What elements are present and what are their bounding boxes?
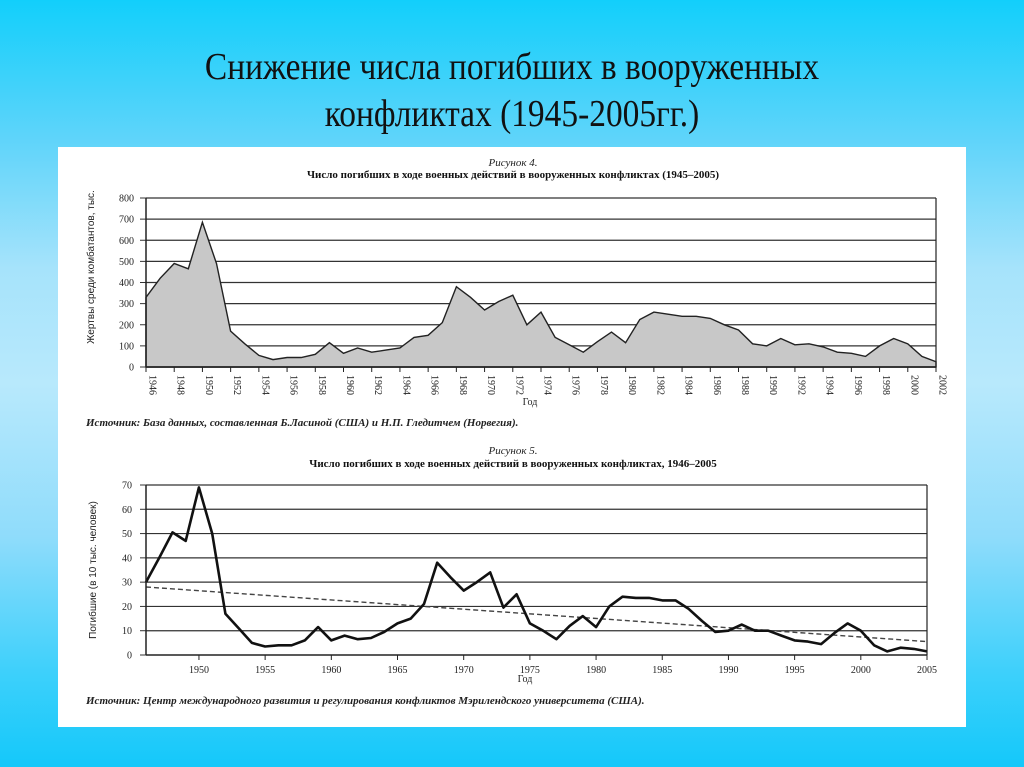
charts-panel: Рисунок 4. Число погибших в ходе военных…: [58, 147, 966, 727]
x-tick-label: 1990: [767, 375, 778, 395]
x-tick-label: 1956: [288, 375, 299, 395]
x-tick-label: 1984: [683, 375, 694, 395]
x-tick-label: 1946: [147, 375, 158, 395]
figure-5-y-axis-label: Погибшие (в 10 тыс. человек): [87, 501, 99, 639]
y-tick-label: 0: [127, 651, 132, 662]
x-tick-label: 1970: [485, 375, 496, 395]
y-tick-label: 40: [122, 553, 132, 564]
x-tick-label: 1998: [880, 375, 891, 395]
x-tick-label: 1975: [520, 665, 540, 676]
x-tick-label: 1950: [203, 375, 214, 395]
x-tick-label: 1972: [513, 375, 524, 395]
x-tick-label: 1954: [259, 375, 270, 395]
figure-5-gridlines: 0 10 20 30 40 50 60 70: [122, 481, 927, 662]
figure-5-source: Источник: Центр международного развития …: [85, 695, 645, 707]
x-tick-label: 1966: [429, 375, 440, 395]
x-tick-label: 1958: [316, 375, 327, 395]
x-tick-label: 2002: [937, 375, 948, 395]
x-tick-label: 2000: [851, 665, 871, 676]
x-tick-label: 1950: [189, 665, 209, 676]
x-tick-label: 2005: [917, 665, 937, 676]
x-tick-label: 1980: [626, 375, 637, 395]
x-tick-label: 1976: [570, 375, 581, 395]
figure-4-y-axis-label: Жертвы среди комбатантов, тыс.: [85, 190, 97, 344]
y-tick-label: 500: [119, 257, 134, 268]
y-tick-label: 700: [119, 215, 134, 226]
x-tick-label: 1982: [654, 375, 665, 395]
y-tick-label: 100: [119, 341, 134, 352]
charts-svg: Рисунок 4. Число погибших в ходе военных…: [85, 157, 948, 707]
x-tick-label: 1952: [231, 375, 242, 395]
slide-title: Снижение числа погибших в вооруженных ко…: [61, 44, 962, 138]
x-tick-label: 1986: [711, 375, 722, 395]
x-tick-label: 1985: [652, 665, 672, 676]
y-tick-label: 300: [119, 299, 134, 310]
figure-5-x-axis-label: Год: [518, 674, 533, 685]
x-tick-label: 1978: [598, 375, 609, 395]
y-tick-label: 600: [119, 236, 134, 247]
x-tick-label: 1980: [586, 665, 606, 676]
x-tick-label: 1965: [388, 665, 408, 676]
y-tick-label: 400: [119, 278, 134, 289]
x-tick-label: 1995: [785, 665, 805, 676]
x-tick-label: 1970: [454, 665, 474, 676]
y-tick-label: 800: [119, 194, 134, 205]
figure-4-caption: Рисунок 4.: [487, 157, 537, 169]
x-tick-label: 1960: [321, 665, 341, 676]
y-tick-label: 0: [129, 363, 134, 374]
figure-5: Рисунок 5. Число погибших в ходе военных…: [85, 445, 937, 707]
y-tick-label: 30: [122, 578, 132, 589]
figure-4-axes: 1946 1948 1950 1952 1954 1956 1958 1960 1962 1964…: [145, 198, 948, 395]
figure-5-line: [144, 486, 928, 653]
x-tick-label: 1974: [542, 375, 553, 395]
y-tick-label: 200: [119, 320, 134, 331]
x-tick-label: 1960: [344, 375, 355, 395]
y-tick-label: 60: [122, 505, 132, 516]
y-tick-label: 70: [122, 481, 132, 492]
figure-4-x-axis-label: Год: [523, 397, 538, 408]
x-tick-label: 1992: [795, 375, 806, 395]
x-tick-label: 1996: [852, 375, 863, 395]
x-tick-label: 1948: [175, 375, 186, 395]
slide-title-line-1: Снижение числа погибших в вооруженных: [204, 46, 820, 88]
y-tick-label: 50: [122, 529, 132, 540]
x-tick-label: 1994: [824, 375, 835, 395]
x-tick-label: 1962: [372, 375, 383, 395]
figure-4: Рисунок 4. Число погибших в ходе военных…: [85, 157, 948, 429]
figure-4-title: Число погибших в ходе военных действий в…: [307, 169, 719, 181]
x-tick-label: 2000: [908, 375, 919, 395]
figure-4-source: Источник: База данных, составленная Б.Ла…: [85, 417, 518, 429]
y-tick-label: 20: [122, 602, 132, 613]
figure-5-trend-line: [145, 586, 928, 643]
y-tick-label: 10: [122, 626, 132, 637]
x-tick-label: 1968: [457, 375, 468, 395]
slide-title-line-2: конфликтах (1945-2005гг.): [324, 93, 700, 135]
figure-4-area: [145, 220, 937, 368]
figure-5-axes: 1950 1955 1960 1965 1970 1975 1980 1985 1990 1995…: [145, 485, 937, 676]
x-tick-label: 1955: [255, 665, 275, 676]
x-tick-label: 1964: [400, 375, 411, 395]
figure-5-title: Число погибших в ходе военных действий в…: [309, 458, 717, 470]
x-tick-label: 1990: [718, 665, 738, 676]
x-tick-label: 1988: [739, 375, 750, 395]
figure-5-caption: Рисунок 5.: [487, 445, 537, 457]
